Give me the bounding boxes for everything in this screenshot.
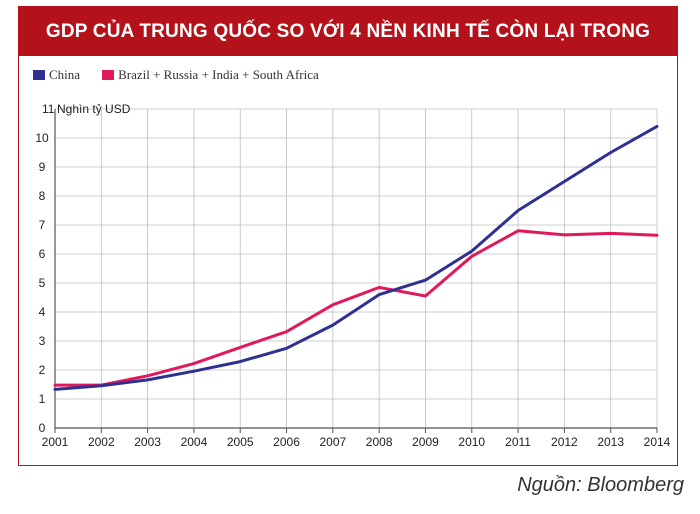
x-tick-label: 2011 bbox=[505, 435, 531, 449]
y-tick-label: 3 bbox=[39, 334, 46, 348]
y-tick-label: 4 bbox=[39, 305, 46, 319]
legend-swatch-china bbox=[33, 70, 45, 80]
y-tick-label: 6 bbox=[39, 247, 46, 261]
y-tick-label: 11 bbox=[42, 102, 55, 116]
y-tick-label: 10 bbox=[35, 131, 49, 145]
y-tick-label: 9 bbox=[39, 160, 46, 174]
x-tick-label: 2006 bbox=[273, 435, 300, 449]
x-tick-label: 2007 bbox=[319, 435, 346, 449]
x-tick-label: 2008 bbox=[366, 435, 393, 449]
source-note: Nguồn: Bloomberg bbox=[517, 474, 684, 496]
y-tick-label: 0 bbox=[39, 421, 46, 435]
series-line-china bbox=[53, 124, 659, 391]
y-tick-label: 1 bbox=[39, 392, 46, 406]
legend-label-china: China bbox=[49, 67, 81, 82]
legend-item-china: China bbox=[33, 67, 80, 83]
y-tick-label: 8 bbox=[39, 189, 46, 203]
x-tick-label: 2002 bbox=[88, 435, 115, 449]
x-tick-label: 2009 bbox=[412, 435, 439, 449]
x-tick-label: 2004 bbox=[181, 435, 208, 449]
line-chart: 0 1 2 3 4 5 6 7 8 9 10 11 Nghìn tỷ USD 2001 2002 2003 20… bbox=[35, 102, 671, 449]
y-tick-label: 7 bbox=[39, 218, 46, 232]
series-line-others bbox=[53, 229, 659, 387]
legend-swatch-others bbox=[102, 70, 115, 80]
x-tick-label: 2005 bbox=[227, 435, 254, 449]
x-tick-label: 2003 bbox=[134, 435, 161, 449]
y-axis-unit: Nghìn tỷ USD bbox=[57, 102, 131, 116]
x-tick-label: 2010 bbox=[458, 435, 485, 449]
y-tick-label: 2 bbox=[39, 363, 46, 377]
legend-label-others: Brazil + Russia + India + South Africa bbox=[118, 67, 319, 82]
chart-title: GDP CỦA TRUNG QUỐC SO VỚI 4 NỀN KINH TẾ … bbox=[19, 7, 677, 91]
x-tick-label: 2012 bbox=[551, 435, 578, 449]
y-tick-label: 5 bbox=[39, 276, 46, 290]
chart-legend: China Brazil + Russia + India + South Af… bbox=[33, 67, 341, 83]
x-tick-label: 2014 bbox=[644, 435, 671, 449]
x-tick-label: 2013 bbox=[597, 435, 624, 449]
x-tick-label: 2001 bbox=[42, 435, 69, 449]
legend-item-others: Brazil + Russia + India + South Africa bbox=[102, 67, 319, 83]
